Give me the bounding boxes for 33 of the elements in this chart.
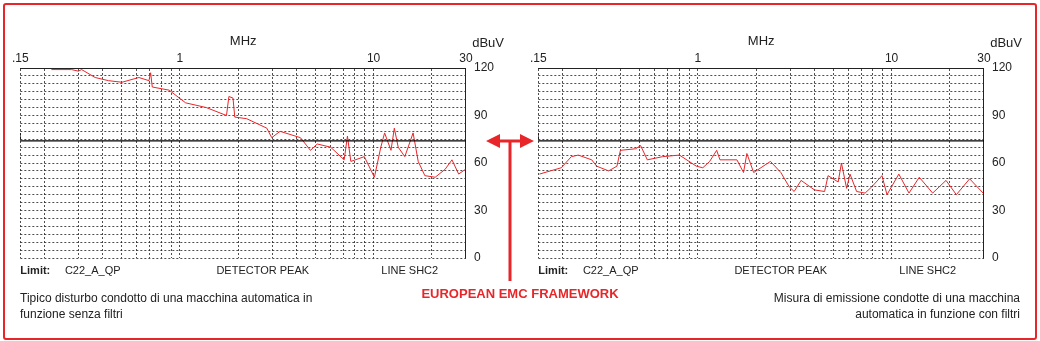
text: Misura di emissione condotte di una macchina automatica in funzione con filtri	[772, 290, 1020, 322]
y-tick-label: 90	[473, 107, 488, 122]
x-tick-label: .15	[530, 51, 547, 66]
x-axis-title: MHz	[229, 33, 257, 49]
x-tick-label: 30	[977, 51, 991, 66]
y-tick-label: 120	[991, 60, 1013, 75]
x-tick-label: 10	[884, 51, 899, 66]
y-tick-label: 90	[991, 107, 1006, 122]
y-tick-label: 30	[473, 202, 488, 217]
y-tick-label: 60	[991, 155, 1006, 170]
y-tick-label: 0	[473, 250, 481, 265]
text: Limit:	[20, 263, 51, 276]
text: Tipico disturbo condotto di una macchina automatica in funzione senza filtri	[20, 290, 314, 322]
x-tick-label: 1	[694, 51, 702, 66]
x-tick-label: .15	[12, 51, 29, 66]
y-tick-label: 30	[991, 202, 1006, 217]
x-axis-title: MHz	[747, 33, 775, 49]
text: LINE SHC2	[381, 263, 439, 276]
y-tick-label: 0	[991, 250, 999, 265]
x-tick-label: 1	[176, 51, 184, 66]
text: DETECTOR PEAK	[734, 263, 828, 276]
x-tick-label: 30	[459, 51, 473, 66]
text: EUROPEAN EMC FRAMEWORK	[420, 286, 620, 301]
y-tick-label: 120	[473, 60, 495, 75]
y-axis-title: dBuV	[990, 35, 1023, 51]
text: Limit:	[538, 263, 569, 276]
text: C22_A_QP	[582, 263, 639, 276]
y-tick-label: 60	[473, 155, 488, 170]
x-tick-label: 10	[366, 51, 381, 66]
text: DETECTOR PEAK	[216, 263, 310, 276]
text: LINE SHC2	[899, 263, 957, 276]
y-axis-title: dBuV	[472, 35, 505, 51]
text: C22_A_QP	[64, 263, 121, 276]
